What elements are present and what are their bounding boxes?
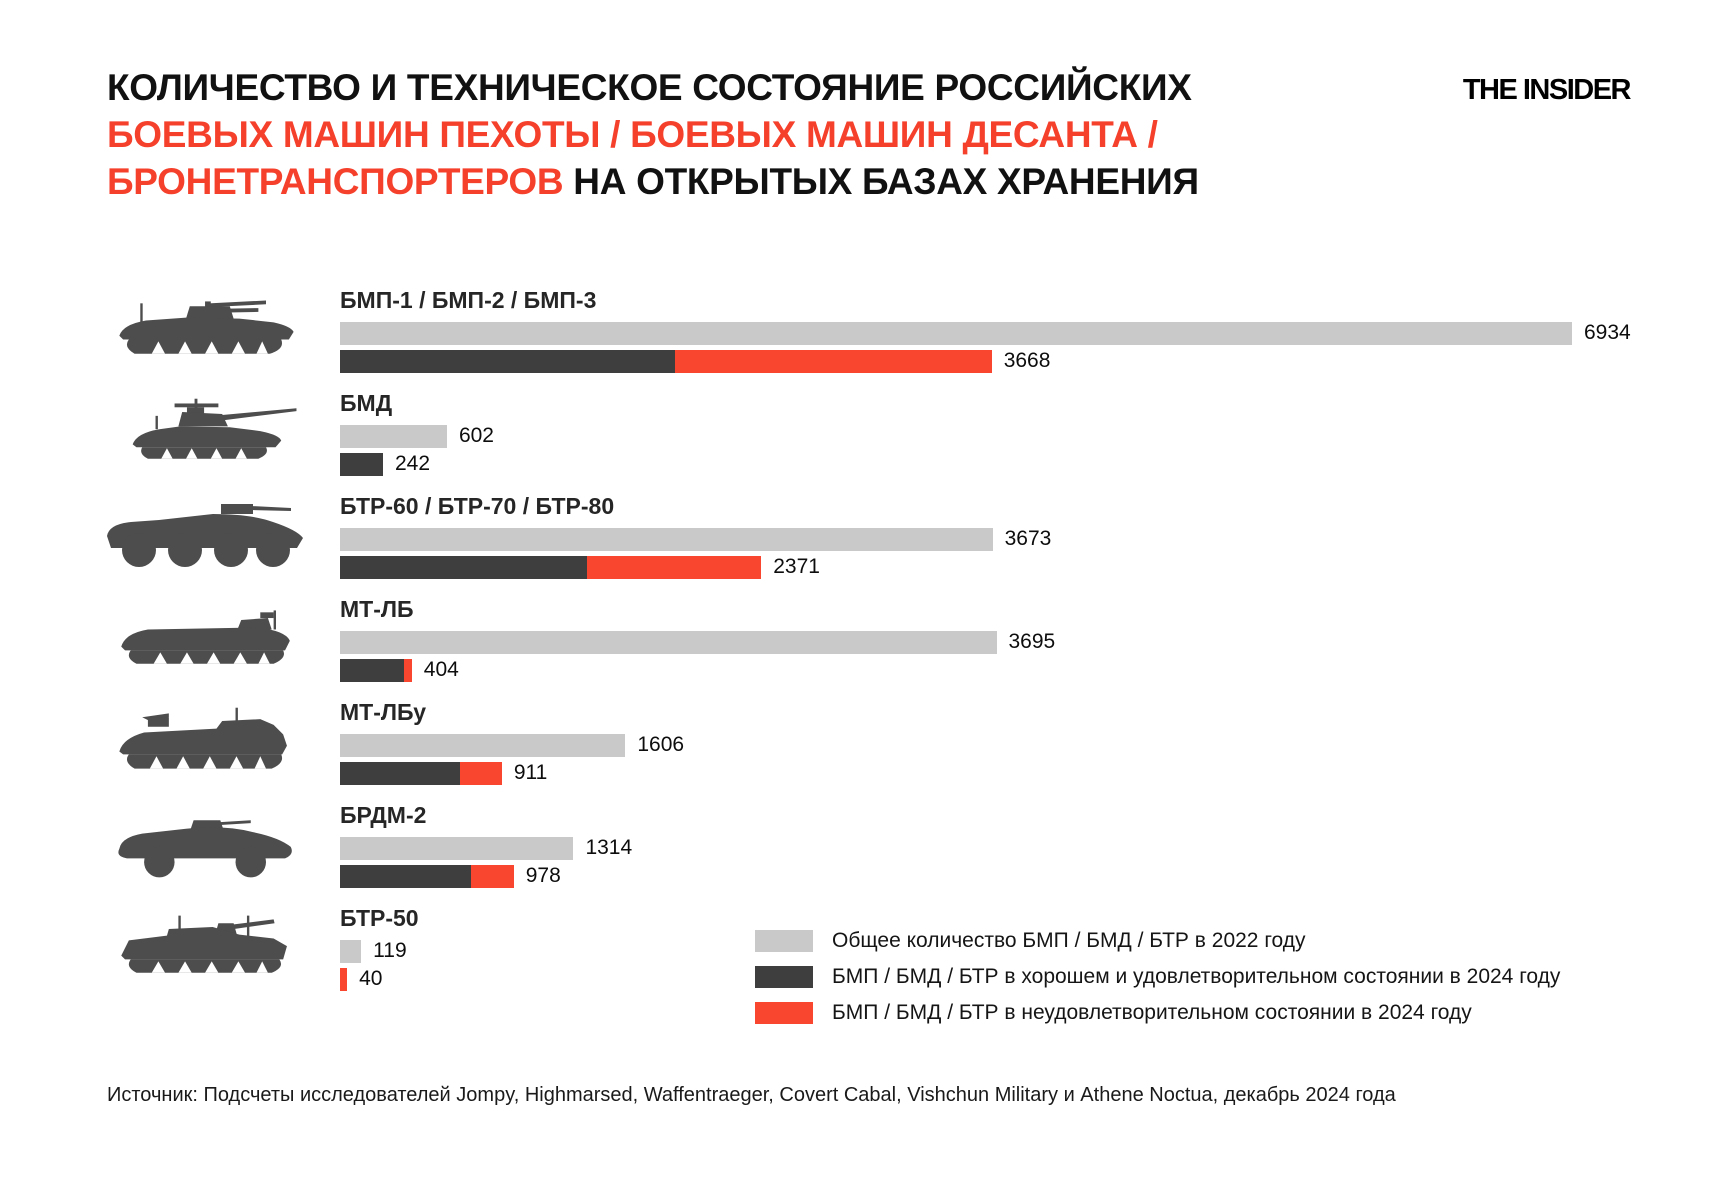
- row-label: БМП-1 / БМП-2 / БМП-3: [340, 286, 597, 313]
- legend-swatch-dark: [755, 966, 813, 988]
- total-bar-line: 1606: [340, 733, 1672, 757]
- total-2022-value: 602: [458, 424, 494, 447]
- mtlb-vehicle-icon: [100, 600, 312, 678]
- bad-condition-bar: [459, 761, 502, 785]
- total-bar-line: 602: [340, 424, 1672, 448]
- bad-condition-bar: [403, 658, 412, 682]
- total-2022-bar: [340, 939, 362, 963]
- bad-condition-bar: [471, 864, 514, 888]
- bad-condition-bar: [340, 967, 348, 991]
- legend-swatch-red: [755, 1002, 813, 1024]
- bar-chart: БМП-1 / БМП-2 / БМП-3 6934 3668: [100, 278, 1672, 999]
- condition-bar-line: 2371: [340, 555, 1672, 579]
- total-2022-value: 119: [373, 939, 407, 962]
- condition-2024-value: 978: [525, 864, 561, 887]
- total-2022-value: 6934: [1584, 321, 1631, 344]
- page-title: КОЛИЧЕСТВО И ТЕХНИЧЕСКОЕ СОСТОЯНИЕ РОССИ…: [107, 64, 1199, 205]
- total-bar-line: 3695: [340, 630, 1672, 654]
- condition-bar-line: 40: [340, 967, 1672, 991]
- good-condition-bar: [340, 555, 587, 579]
- btr80-vehicle-icon: [100, 496, 312, 576]
- chart-row-btr50: БТР-50 119 40: [100, 896, 1672, 999]
- legend-item-bad-2024: БМП / БМД / БТР в неудовлетворительном с…: [755, 1001, 1560, 1025]
- row-label: БРДМ-2: [340, 801, 427, 828]
- condition-2024-value: 3668: [1003, 349, 1051, 372]
- brdm-vehicle-icon: [100, 806, 312, 884]
- chart-row-mtlbu: МТ-ЛБу 1606 911: [100, 690, 1672, 793]
- the-insider-logo: THE INSIDER: [1462, 74, 1632, 106]
- title-line-1: КОЛИЧЕСТВО И ТЕХНИЧЕСКОЕ СОСТОЯНИЕ РОССИ…: [107, 67, 1192, 108]
- row-label: БМД: [340, 389, 393, 416]
- row-label: МТ-ЛБ: [340, 595, 414, 622]
- total-2022-value: 3695: [1008, 630, 1056, 653]
- total-bar-line: 3673: [340, 527, 1672, 551]
- condition-2024-value: 2371: [773, 555, 820, 578]
- good-condition-bar: [340, 349, 675, 373]
- row-label: БТР-60 / БТР-70 / БТР-80: [340, 492, 615, 519]
- chart-row-brdm: БРДМ-2 1314 978: [100, 793, 1672, 896]
- bad-condition-bar: [674, 349, 992, 373]
- total-2022-value: 3673: [1004, 527, 1052, 550]
- condition-2024-value: 911: [513, 761, 548, 784]
- title-line-3: БРОНЕТРАНСПОРТЕРОВ НА ОТКРЫТЫХ БАЗАХ ХРА…: [107, 161, 1199, 202]
- total-bar-line: 6934: [340, 321, 1672, 345]
- total-2022-value: 1606: [637, 733, 685, 756]
- condition-2024-value: 404: [423, 658, 459, 681]
- row-label: БТР-50: [340, 904, 419, 931]
- total-2022-bar: [340, 424, 447, 448]
- btr50-vehicle-icon: [100, 909, 312, 987]
- total-bar-line: 119: [340, 939, 1672, 963]
- total-2022-bar: [340, 836, 574, 860]
- total-2022-bar: [340, 630, 997, 654]
- bad-condition-bar: [586, 555, 762, 579]
- mtlbu-vehicle-icon: [100, 702, 312, 782]
- condition-2024-value: 40: [359, 967, 383, 990]
- condition-bar-line: 978: [340, 864, 1672, 888]
- total-2022-value: 1314: [585, 836, 633, 859]
- good-condition-bar: [340, 864, 472, 888]
- total-2022-bar: [340, 527, 993, 551]
- total-bar-line: 1314: [340, 836, 1672, 860]
- legend-swatch-gray: [755, 930, 813, 952]
- condition-bar-line: 911: [340, 761, 1672, 785]
- legend-item-total-2022: Общее количество БМП / БМД / БТР в 2022 …: [755, 929, 1560, 953]
- chart-row-btr80: БТР-60 / БТР-70 / БТР-80 3673 2371: [100, 484, 1672, 587]
- good-condition-bar: [340, 658, 404, 682]
- legend-item-good-2024: БМП / БМД / БТР в хорошем и удовлетворит…: [755, 965, 1560, 989]
- good-condition-bar: [340, 761, 460, 785]
- bmp-vehicle-icon: [100, 291, 312, 369]
- condition-bar-line: 3668: [340, 349, 1672, 373]
- good-condition-bar: [340, 452, 383, 476]
- total-2022-bar: [340, 733, 626, 757]
- chart-row-bmd: БМД 602 242: [100, 381, 1672, 484]
- chart-row-mtlb: МТ-ЛБ 3695 404: [100, 587, 1672, 690]
- chart-legend: Общее количество БМП / БМД / БТР в 2022 …: [755, 929, 1560, 1037]
- source-note: Источник: Подсчеты исследователей Jompy,…: [107, 1084, 1396, 1106]
- total-2022-bar: [340, 321, 1572, 345]
- condition-bar-line: 404: [340, 658, 1672, 682]
- title-line-2: БОЕВЫХ МАШИН ПЕХОТЫ / БОЕВЫХ МАШИН ДЕСАН…: [107, 114, 1158, 155]
- condition-bar-line: 242: [340, 452, 1672, 476]
- row-label: МТ-ЛБу: [340, 698, 427, 725]
- bmd-vehicle-icon: [100, 394, 312, 472]
- chart-row-bmp: БМП-1 / БМП-2 / БМП-3 6934 3668: [100, 278, 1672, 381]
- condition-2024-value: 242: [394, 452, 431, 475]
